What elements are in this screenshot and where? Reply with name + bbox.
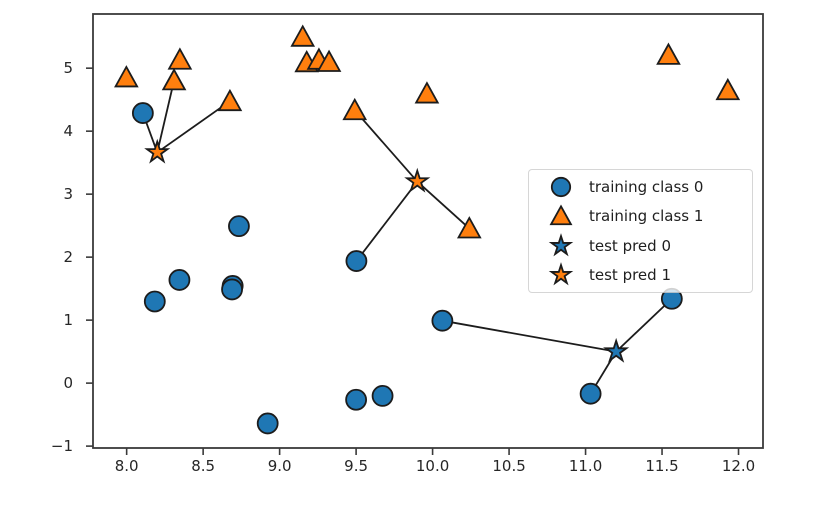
training-class-1-point <box>290 24 316 47</box>
training-class-0-legend-marker <box>550 176 572 197</box>
axes: 8.0 8.5 9.0 9.5 10.0 10.5 11.0 11.5 12.0 −1 0 1 2 3 4 5 <box>51 13 764 475</box>
training-class-0-point <box>579 382 602 405</box>
training-class-0-point <box>228 215 250 238</box>
x-tick-label: 10.5 <box>492 457 525 475</box>
y-tick-label: −1 <box>51 437 73 455</box>
training-class-0-point <box>256 412 279 435</box>
x-tick-label: 11.5 <box>645 457 678 475</box>
training-class-1-point <box>217 88 243 112</box>
training-class-1-point <box>342 97 368 121</box>
training-class-1-point <box>656 42 681 65</box>
training-class-1-triangle-icon <box>549 204 573 226</box>
y-tick-label: 5 <box>63 59 73 77</box>
neighbor-line <box>355 181 419 262</box>
training-class-0-point <box>168 269 191 291</box>
training-class-1-point <box>715 77 741 101</box>
x-tick-label: 8.5 <box>191 457 215 475</box>
legend-label-test-pred-1: test pred 1 <box>589 266 671 285</box>
test-pred-1-point <box>144 138 171 164</box>
neighbor-line <box>416 180 470 230</box>
x-tick-label: 11.0 <box>569 457 602 475</box>
legend-entry-test-pred-1: test pred 1 <box>543 261 752 291</box>
test-pred-1-legend-marker <box>548 262 574 286</box>
training-class-0-point <box>221 278 243 301</box>
training-class-0-point <box>431 309 454 332</box>
training-class-1-point <box>316 49 342 72</box>
legend-entry-test-pred-0: test pred 0 <box>543 231 752 261</box>
x-tick-label: 9.0 <box>268 457 292 475</box>
neighbor-line <box>156 80 175 153</box>
legend: training class 0 training class 1 test p… <box>528 169 753 293</box>
neighbor-line <box>156 100 231 154</box>
training-class-1-legend-marker <box>549 204 573 226</box>
y-tick-label: 4 <box>63 122 73 140</box>
y-tick-label: 1 <box>63 311 73 329</box>
x-tick-label: 10.0 <box>416 457 449 475</box>
legend-label-test-pred-0: test pred 0 <box>589 236 671 255</box>
test-pred-1-point <box>404 167 431 193</box>
training-class-0-point <box>345 250 368 272</box>
y-tick-label: 0 <box>63 374 73 392</box>
test-pred-0-point <box>603 337 630 363</box>
x-tick-label: 8.0 <box>115 457 139 475</box>
x-tick-label: 12.0 <box>722 457 755 475</box>
test-pred-0-legend-marker <box>548 232 574 257</box>
test-pred-1-star-icon <box>548 262 574 286</box>
training-class-0-point <box>371 385 394 407</box>
test-pred-0-star-icon <box>548 232 574 257</box>
training-class-1-point <box>414 81 440 104</box>
plot-border <box>92 13 764 449</box>
neighbor-line <box>354 109 418 183</box>
legend-entry-training-class-1: training class 1 <box>543 202 752 232</box>
training-class-0-circle-icon <box>550 176 572 197</box>
legend-entry-training-class-0: training class 0 <box>543 172 752 202</box>
neighbor-line <box>442 319 617 353</box>
y-tick-label: 2 <box>63 248 73 266</box>
training-class-1-point <box>161 68 187 91</box>
y-tick-label: 3 <box>63 185 73 203</box>
training-class-1-point <box>456 216 482 239</box>
neighbor-line <box>615 298 673 353</box>
training-class-0-point <box>143 290 166 313</box>
training-class-1-point <box>167 47 193 70</box>
legend-label-training-class-0: training class 0 <box>589 177 704 196</box>
x-tick-label: 9.5 <box>344 457 368 475</box>
training-class-1-point <box>114 65 139 88</box>
legend-label-training-class-1: training class 1 <box>589 207 704 226</box>
training-class-0-point <box>345 388 368 411</box>
neighbor-connection-lines <box>142 80 673 395</box>
training-class-0-point <box>131 102 154 124</box>
